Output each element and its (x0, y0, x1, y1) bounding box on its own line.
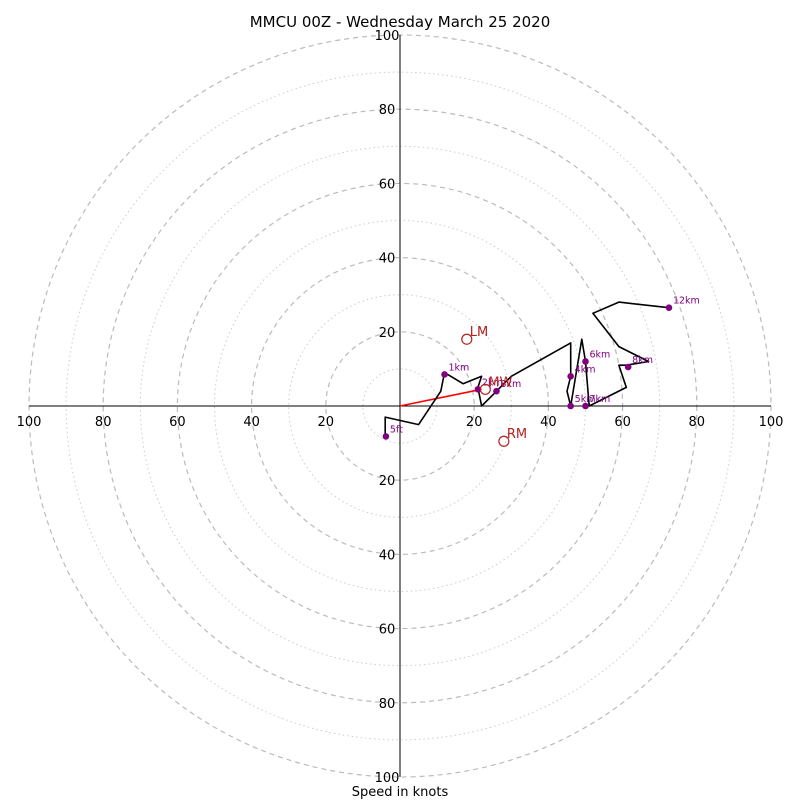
height-marker-point (624, 363, 632, 371)
x-tick-label: 20 (318, 415, 335, 430)
y-tick-label: 80 (379, 103, 396, 118)
x-tick-label: 100 (759, 415, 784, 430)
x-tick-label: 40 (243, 415, 260, 430)
height-marker-point (582, 358, 589, 365)
y-tick-label: 20 (379, 326, 396, 341)
height-marker-point (567, 402, 574, 410)
storm-motion-label: MW (488, 375, 512, 390)
y-tick-label: 60 (379, 177, 396, 192)
storm-motion-marker (479, 383, 491, 395)
height-marker-label: 2km (482, 377, 503, 388)
x-tick-label: 20 (466, 415, 483, 430)
height-marker-label: 5km (575, 394, 596, 405)
storm-motion-label: RM (507, 427, 527, 442)
chart-title: MMCU 00Z - Wednesday March 25 2020 (250, 13, 551, 31)
x-tick-label: 40 (540, 415, 557, 430)
height-marker-label: 3km (500, 379, 521, 390)
y-tick-label: 40 (379, 548, 396, 563)
shear-vector-line (399, 388, 482, 407)
y-tick-label: 60 (379, 623, 396, 638)
height-marker-label: 5ft (390, 424, 403, 435)
x-tick-label: 100 (17, 415, 42, 430)
x-tick-label: 80 (689, 415, 706, 430)
height-marker-label: 7km (590, 394, 611, 405)
height-marker-point (441, 371, 448, 378)
x-tick-label: 60 (614, 415, 631, 430)
height-marker-point (567, 373, 574, 380)
height-marker-label: 8km (632, 355, 653, 366)
x-tick-label: 60 (169, 415, 186, 430)
y-tick-label: 20 (379, 474, 396, 489)
height-marker-label: 1km (449, 362, 470, 373)
height-marker-point (382, 433, 390, 440)
height-marker-label: 6km (590, 349, 611, 360)
shear-vector-layer (399, 388, 482, 407)
x-tick-label: 80 (95, 415, 112, 430)
storm-motion-marker (461, 333, 473, 345)
y-tick-label: 80 (379, 697, 396, 712)
y-tick-label: 40 (379, 252, 396, 267)
height-marker-label: 12km (673, 296, 700, 307)
x-axis-label: Speed in knots (352, 785, 449, 800)
height-marker-point (493, 387, 500, 395)
y-tick-label: 100 (375, 771, 400, 786)
height-marker-point (474, 386, 482, 393)
height-marker-label: 4km (575, 364, 596, 375)
height-marker-point (665, 304, 673, 311)
tick-labels: 20 20 20 20 40 40 40 40 60 60 60 60 80 80 80 80 100 100 10… (17, 29, 784, 786)
storm-motion-marker (498, 435, 510, 447)
storm-motion-layer: LM RM MW (461, 325, 527, 447)
storm-motion-label: LM (470, 325, 488, 340)
y-tick-label: 100 (375, 29, 400, 44)
height-marker-point (582, 402, 589, 410)
